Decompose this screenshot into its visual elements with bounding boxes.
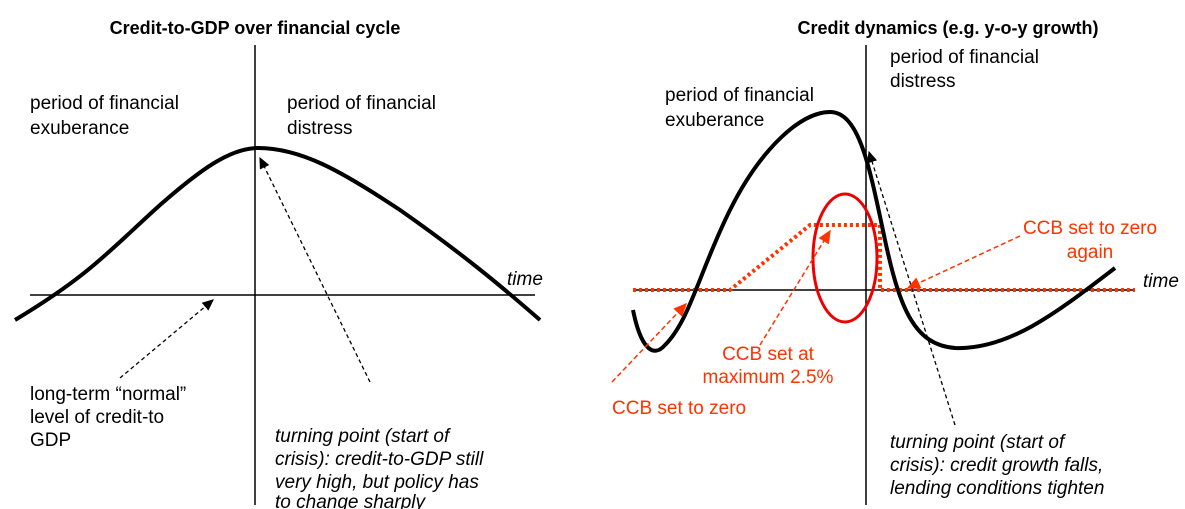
label: time xyxy=(1143,271,1179,292)
label: CCB set at xyxy=(722,344,815,365)
title: Credit dynamics (e.g. y-o-y growth) xyxy=(797,18,1098,38)
arrow xyxy=(611,302,688,383)
label: long-term “normal” xyxy=(30,384,186,405)
highlight-ellipse xyxy=(811,192,879,324)
credit-growth-curve xyxy=(631,109,1117,353)
label: CCB set to zero xyxy=(612,398,746,419)
label: distress xyxy=(287,118,352,139)
label: time xyxy=(507,269,543,290)
label: maximum 2.5% xyxy=(703,367,834,388)
label: exuberance xyxy=(30,118,129,139)
label: level of credit-to xyxy=(30,407,164,428)
arrow xyxy=(119,299,214,379)
arrow xyxy=(259,156,371,383)
label: period of financial xyxy=(890,47,1039,68)
label: GDP xyxy=(30,430,71,451)
ccb-line xyxy=(633,223,1135,292)
left-panel: Credit-to-GDP over financial cycle perio… xyxy=(13,18,543,509)
label: period of financial xyxy=(30,93,179,114)
credit-curve xyxy=(13,145,542,322)
arrow xyxy=(906,235,1021,289)
label: distress xyxy=(890,71,955,92)
label: period of financial xyxy=(287,93,436,114)
label: period of financial xyxy=(665,85,814,106)
label: to change sharply xyxy=(275,492,426,509)
arrow xyxy=(759,229,831,346)
label: turning point (start of xyxy=(890,432,1066,453)
label: lending conditions tighten xyxy=(890,478,1104,499)
label: exuberance xyxy=(665,110,764,131)
label: again xyxy=(1067,242,1114,263)
label: crisis): credit growth falls, xyxy=(890,455,1103,476)
label: very high, but policy has xyxy=(275,472,479,493)
right-panel: Credit dynamics (e.g. y-o-y growth) peri… xyxy=(611,18,1179,505)
label: CCB set to zero xyxy=(1023,218,1157,239)
label: turning point (start of xyxy=(275,426,451,447)
title: Credit-to-GDP over financial cycle xyxy=(110,18,401,38)
label: crisis): credit-to-GDP still xyxy=(275,449,484,470)
